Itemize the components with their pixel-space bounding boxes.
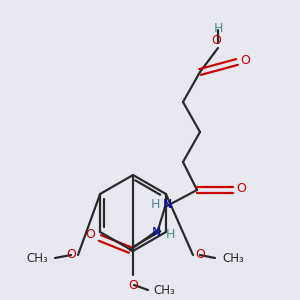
Text: H: H xyxy=(213,22,223,34)
Text: O: O xyxy=(240,53,250,67)
Text: CH₃: CH₃ xyxy=(222,251,244,265)
Text: O: O xyxy=(128,279,138,292)
Text: O: O xyxy=(236,182,246,196)
Text: O: O xyxy=(195,248,205,262)
Text: O: O xyxy=(66,248,76,262)
Text: O: O xyxy=(85,227,95,241)
Text: N: N xyxy=(162,199,172,212)
Text: H: H xyxy=(150,199,160,212)
Text: H: H xyxy=(165,229,175,242)
Text: O: O xyxy=(211,34,221,46)
Text: CH₃: CH₃ xyxy=(153,284,175,296)
Text: N: N xyxy=(151,226,161,239)
Text: CH₃: CH₃ xyxy=(26,251,48,265)
